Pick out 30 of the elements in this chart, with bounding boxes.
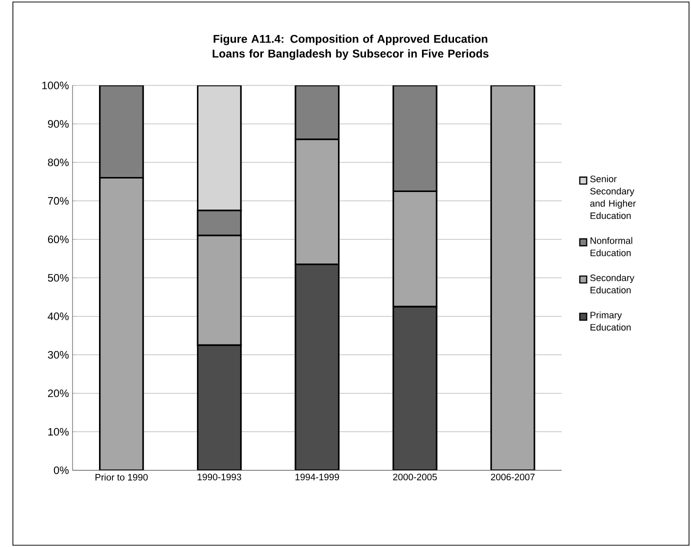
y-tick-label: 90% bbox=[48, 120, 69, 128]
bar bbox=[392, 306, 438, 470]
bar bbox=[196, 344, 242, 470]
y-tick-label: 60% bbox=[48, 235, 69, 244]
bar bbox=[392, 190, 438, 308]
y-tick-label: 20% bbox=[48, 389, 69, 397]
y-tick-label: 0% bbox=[54, 466, 69, 474]
bar bbox=[294, 263, 340, 470]
x-tick-label: Prior to 1990 bbox=[96, 474, 148, 480]
x-tick-label: 2006-2007 bbox=[490, 474, 535, 480]
x-tick-label: 2000-2005 bbox=[393, 474, 437, 480]
y-tick-label: 10% bbox=[48, 428, 69, 436]
bar bbox=[294, 85, 340, 140]
y-tick-label: 70% bbox=[48, 196, 69, 205]
legend-label: Primary Education bbox=[590, 311, 631, 330]
x-tick-label: 1994-1999 bbox=[296, 474, 339, 480]
bar bbox=[196, 234, 242, 346]
bar bbox=[392, 85, 438, 192]
bar bbox=[294, 138, 340, 266]
y-tick-label: 40% bbox=[48, 312, 69, 320]
bar bbox=[99, 85, 144, 178]
legend-label: Senior Secondary and Higher Education bbox=[590, 175, 636, 219]
y-tick-label: 50% bbox=[48, 274, 69, 282]
y-tick-label: 30% bbox=[48, 350, 69, 359]
y-tick-label: 100% bbox=[42, 82, 69, 90]
legend-label: Secondary Education bbox=[590, 274, 634, 294]
chart-title: Figure A11.4: Composition of Approved Education Loans for Bangladesh by Subsecor in Five Periods bbox=[212, 34, 488, 60]
x-tick-label: 1990-1993 bbox=[198, 474, 242, 480]
y-tick-label: 80% bbox=[48, 158, 69, 166]
legend-label: Nonformal Education bbox=[590, 236, 632, 256]
